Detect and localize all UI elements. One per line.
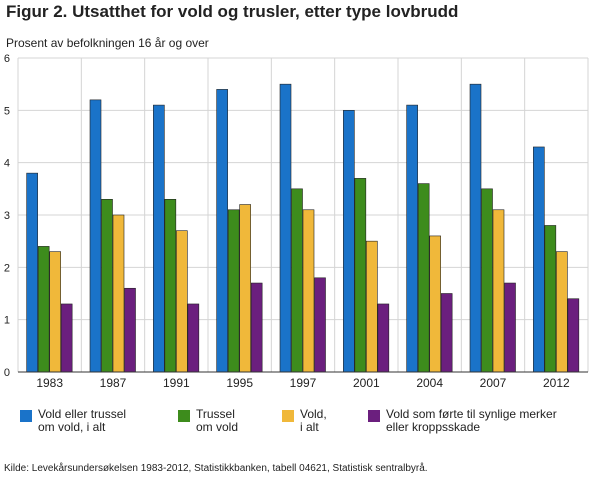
x-tick-label: 1987: [100, 376, 127, 390]
y-tick-label: 1: [4, 315, 10, 327]
bar: [101, 199, 113, 373]
legend-swatch: [178, 410, 190, 422]
bar: [187, 303, 200, 373]
bar: [49, 251, 61, 373]
bar: [153, 104, 165, 373]
bar: [227, 209, 240, 373]
bar: [567, 298, 580, 373]
bar: [112, 214, 125, 373]
y-tick-label: 5: [4, 105, 10, 117]
bar: [279, 83, 292, 373]
bar: [26, 172, 38, 373]
bar: [406, 104, 418, 373]
legend-swatch: [368, 410, 380, 422]
bar: [429, 235, 441, 373]
bar: [239, 204, 251, 373]
legend-item: Vold som førte til synlige merker eller …: [368, 408, 557, 434]
y-tick-label: 0: [4, 367, 10, 379]
bar-chart: 0 1 2 3 4 5 6 1983 1987 1991 1995 1997 2001 2004 2007 2…: [4, 53, 589, 390]
x-tick-label: 1983: [36, 376, 63, 390]
bar: [533, 146, 545, 373]
bar: [314, 277, 326, 373]
x-tick-label: 2001: [353, 376, 380, 390]
legend-item: Vold eller trussel om vold, i alt: [20, 408, 126, 434]
y-tick-label: 6: [4, 53, 10, 65]
bar: [377, 303, 390, 373]
y-tick-label: 2: [4, 262, 10, 274]
bar: [469, 83, 482, 373]
bar: [250, 282, 263, 373]
bar: [164, 199, 177, 373]
bar: [354, 178, 367, 373]
bar: [89, 99, 102, 373]
bar: [216, 89, 228, 373]
legend-label: Vold, i alt: [300, 407, 327, 434]
x-tick-label: 1995: [226, 376, 253, 390]
x-tick-label: 2012: [543, 376, 570, 390]
bar: [417, 183, 430, 373]
x-tick-label: 2004: [416, 376, 443, 390]
x-tick-label: 1991: [163, 376, 190, 390]
bar: [176, 230, 188, 373]
bar: [366, 240, 378, 373]
legend-swatch: [20, 410, 32, 422]
x-tick-label: 1997: [290, 376, 317, 390]
bar: [481, 188, 493, 373]
bar: [291, 188, 303, 373]
x-tick-label: 2007: [480, 376, 507, 390]
y-tick-label: 3: [4, 210, 10, 222]
legend-label: Trussel om vold: [196, 407, 239, 434]
bar: [124, 287, 136, 373]
legend-item: Vold, i alt: [282, 408, 327, 434]
bar: [504, 282, 516, 373]
legend-swatch: [282, 410, 294, 422]
bar: [492, 209, 505, 373]
source-note: Kilde: Levekårsundersøkelsen 1983-2012, …: [4, 463, 428, 474]
bar: [556, 251, 568, 373]
bar: [544, 225, 557, 373]
bar: [302, 209, 315, 373]
legend: Vold eller trussel om vold, i alt Trusse…: [20, 408, 600, 448]
bar: [440, 293, 453, 373]
legend-label: Vold eller trussel om vold, i alt: [38, 407, 127, 434]
bar: [37, 246, 50, 373]
legend-label: Vold som førte til synlige merker eller …: [386, 407, 557, 434]
bar: [60, 303, 73, 373]
chart-title: Figur 2. Utsatthet for vold og trusler, …: [6, 2, 459, 21]
legend-item: Trussel om vold: [178, 408, 238, 434]
y-tick-label: 4: [4, 158, 10, 170]
y-axis-label: Prosent av befolkningen 16 år og over: [6, 36, 209, 50]
bar: [343, 110, 355, 373]
